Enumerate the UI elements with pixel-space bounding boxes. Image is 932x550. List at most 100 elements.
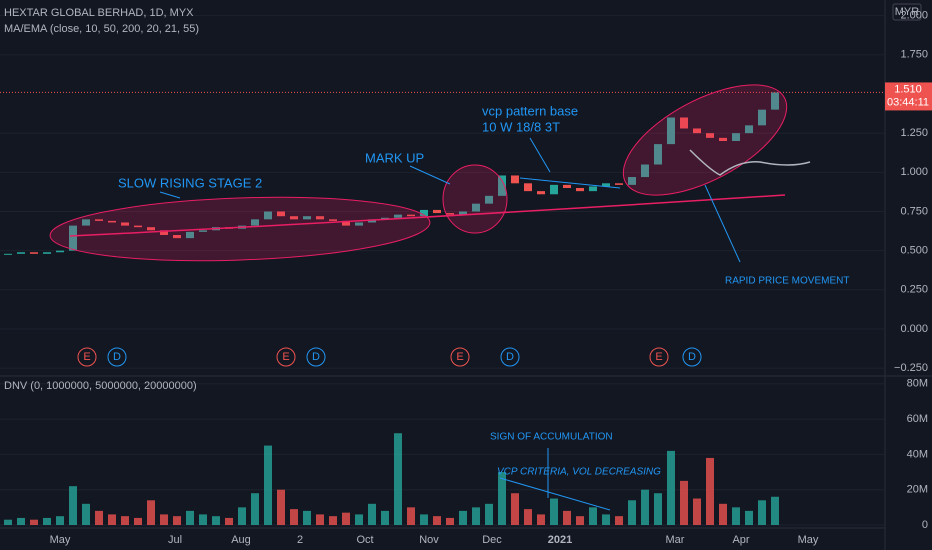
y-tick-label: 0.500: [900, 245, 928, 257]
candle: [719, 137, 727, 141]
volume-bar: [771, 496, 779, 525]
event-marker[interactable]: [682, 347, 702, 367]
volume-bar: [43, 517, 51, 525]
volume-bar: [95, 510, 103, 525]
candle: [251, 219, 259, 226]
volume-bar: [680, 480, 688, 525]
volume-bar: [251, 493, 259, 525]
candle: [108, 220, 116, 223]
candle: [43, 252, 51, 254]
candle: [17, 252, 25, 254]
countdown: 03:44:11: [887, 96, 929, 108]
volume-bar: [602, 514, 610, 525]
candle: [277, 211, 285, 217]
volume-bar: [693, 498, 701, 525]
event-label[interactable]: D: [113, 351, 121, 363]
candle: [82, 219, 90, 226]
event-label[interactable]: E: [655, 351, 662, 363]
candle: [56, 250, 64, 253]
candle: [69, 225, 77, 251]
x-tick-label: May: [798, 534, 819, 546]
event-label[interactable]: E: [456, 351, 463, 363]
volume-bar: [706, 457, 714, 525]
annotation: RAPID PRICE MOVEMENT: [725, 276, 849, 287]
volume-bar: [108, 514, 116, 525]
event-marker[interactable]: [107, 347, 127, 367]
candle: [303, 216, 311, 220]
event-marker[interactable]: [77, 347, 97, 367]
volume-bar: [69, 486, 77, 525]
volume-bar: [472, 507, 480, 525]
candle: [394, 214, 402, 218]
candle: [4, 253, 12, 255]
volume-bar: [719, 503, 727, 525]
x-tick-label: Oct: [356, 534, 373, 546]
y-tick-label: 1.250: [900, 127, 928, 139]
volume-bar: [576, 516, 584, 525]
event-label[interactable]: E: [83, 351, 90, 363]
candle: [316, 216, 324, 220]
volume-bar: [238, 507, 246, 525]
event-marker[interactable]: [649, 347, 669, 367]
annotation: 10 W 18/8 3T: [482, 119, 560, 134]
candle: [667, 117, 675, 145]
price-tag-label: 1.510: [894, 83, 922, 95]
volume-bar: [303, 510, 311, 525]
volume-bar: [290, 509, 298, 525]
volume-bar: [381, 510, 389, 525]
volume-bar: [82, 503, 90, 525]
y-tick-label: 0.000: [900, 323, 928, 335]
event-marker[interactable]: [276, 347, 296, 367]
candle: [654, 144, 662, 165]
volume-bar: [134, 517, 142, 525]
currency-box[interactable]: [892, 3, 922, 21]
candle: [498, 175, 506, 196]
candle: [732, 133, 740, 141]
volume-bar: [121, 516, 129, 525]
y-tick-label: 0.750: [900, 205, 928, 217]
x-tick-label: Nov: [419, 534, 439, 546]
event-marker[interactable]: [306, 347, 326, 367]
volume-bar: [459, 510, 467, 525]
arrow: [529, 137, 551, 173]
candle: [30, 252, 38, 254]
volume-bar: [615, 516, 623, 525]
arrow: [704, 184, 741, 263]
highlight-ellipse: [442, 164, 508, 234]
candle: [264, 211, 272, 220]
volume-bar: [329, 516, 337, 525]
x-tick-label: Mar: [666, 534, 685, 546]
event-label[interactable]: D: [688, 351, 696, 363]
y-tick-label: 0: [922, 519, 928, 531]
candle: [641, 164, 649, 178]
candle: [589, 186, 597, 192]
candle: [628, 177, 636, 185]
event-label[interactable]: E: [282, 351, 289, 363]
candle: [615, 183, 623, 185]
currency[interactable]: MYR: [895, 6, 920, 18]
volume-bar: [17, 517, 25, 525]
candle: [511, 175, 519, 184]
candle: [368, 219, 376, 223]
candle: [550, 184, 558, 195]
candle: [602, 183, 610, 187]
event-label[interactable]: D: [506, 351, 514, 363]
candle: [446, 213, 454, 215]
candle: [537, 191, 545, 195]
volume-bar: [485, 503, 493, 525]
volume-bar: [394, 433, 402, 525]
volume-bar: [277, 489, 285, 525]
volume-bar: [407, 507, 415, 525]
highlight-ellipse: [49, 196, 431, 262]
event-marker[interactable]: [450, 347, 470, 367]
volume-bar: [212, 516, 220, 525]
y-tick-label: −0.250: [894, 362, 928, 374]
volume-bar: [641, 489, 649, 525]
event-label[interactable]: D: [312, 351, 320, 363]
volume-bar: [30, 519, 38, 525]
candle: [121, 222, 129, 226]
event-marker[interactable]: [500, 347, 520, 367]
candle: [745, 125, 753, 134]
annotation: VCP CRITERIA, VOL DECREASING: [497, 467, 661, 478]
